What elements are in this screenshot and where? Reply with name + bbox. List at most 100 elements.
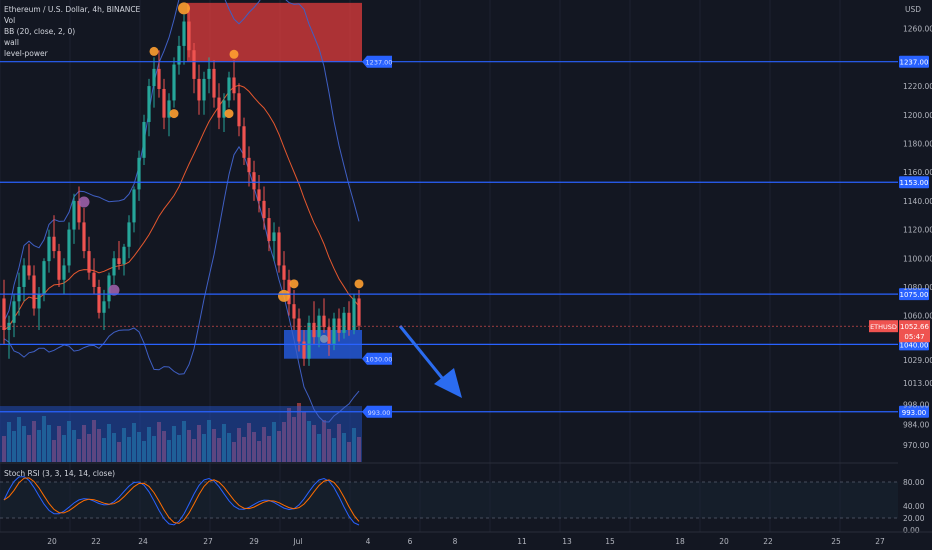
candle	[57, 243, 61, 287]
candle	[277, 226, 281, 273]
volume-bar	[37, 430, 41, 462]
candle-body	[327, 327, 331, 345]
candle	[307, 315, 311, 366]
price-axis[interactable]: USD 1260.00 1220.00 1200.00 1180.00 1160.00 11…	[0, 5, 932, 450]
volume-bar	[82, 425, 86, 462]
volume-bar	[292, 417, 296, 462]
candle-body	[322, 315, 326, 328]
candle-body	[237, 93, 241, 127]
rsi-tick: 20.00	[903, 514, 925, 523]
chart-title: Ethereum / U.S. Dollar, 4h, BINANCE	[4, 5, 141, 14]
signal-marker	[108, 284, 120, 296]
candle-body	[282, 265, 286, 280]
indicator-wall[interactable]: wall	[4, 38, 19, 47]
candle-body	[332, 318, 336, 345]
candle-body	[127, 222, 131, 247]
time-tick: 18	[675, 537, 685, 546]
candle	[182, 14, 186, 65]
candle	[207, 57, 211, 94]
arrow-head	[434, 368, 462, 398]
candle-body	[122, 246, 126, 264]
candle-body	[242, 126, 246, 158]
candle	[262, 186, 266, 230]
volume-bar	[242, 437, 246, 462]
markers	[78, 2, 364, 343]
volume-bar	[12, 431, 16, 462]
time-tick: Jul	[292, 537, 302, 546]
candle-body	[287, 279, 291, 305]
candle-body	[172, 64, 176, 101]
time-tick: 29	[249, 537, 259, 546]
volume-bar	[7, 422, 11, 462]
level-lines: 1237.00 1153.00 1075.00 1040.00 993.00 1237.0…	[0, 55, 929, 418]
candle	[232, 60, 236, 101]
candle	[322, 298, 326, 333]
rsi-d-line	[3, 477, 360, 524]
candle	[302, 330, 306, 366]
volume-bar	[337, 424, 341, 462]
volume-bar	[237, 428, 241, 462]
volume-bar	[132, 423, 136, 462]
candle-body	[32, 275, 36, 309]
rsi-k-line	[3, 476, 360, 526]
volume-bar	[287, 408, 291, 462]
indicator-bb[interactable]: BB (20, close, 2, 0)	[4, 27, 76, 36]
candle	[247, 146, 251, 187]
rsi-tick: 40.00	[903, 502, 925, 511]
rsi-legend[interactable]: Stoch RSI (3, 3, 14, 14, close)	[4, 469, 115, 478]
candle	[197, 64, 201, 115]
forecast-arrow	[398, 325, 462, 398]
time-tick: 24	[138, 537, 148, 546]
volume-bar	[97, 429, 101, 462]
bb-basis	[3, 84, 360, 331]
candle	[97, 279, 101, 319]
current-price-label: 1052.66	[900, 323, 929, 331]
signal-marker	[289, 279, 299, 289]
time-tick: 27	[875, 537, 885, 546]
candle	[187, 7, 191, 58]
rsi-band-fill	[0, 482, 898, 518]
indicator-vol[interactable]: Vol	[4, 16, 16, 25]
candle	[112, 251, 116, 285]
candle	[152, 57, 156, 108]
chart-legend: Ethereum / U.S. Dollar, 4h, BINANCE Vol …	[4, 4, 140, 59]
candle	[317, 308, 321, 348]
volume-bar	[32, 421, 36, 462]
level-tag-label: 1237.00	[900, 59, 929, 67]
candle	[177, 35, 181, 75]
candle-body	[37, 294, 41, 309]
candle	[142, 114, 146, 165]
candle-body	[27, 265, 31, 276]
signal-marker	[169, 109, 179, 119]
candle	[32, 265, 36, 316]
candle	[222, 93, 226, 132]
volume-bar	[357, 437, 361, 462]
volume-bar	[152, 436, 156, 462]
candles	[2, 7, 361, 366]
level-tag-label: 1075.00	[900, 291, 929, 299]
price-tick: 1180.00	[903, 139, 932, 148]
volume-bar	[27, 435, 31, 462]
volume-bar	[127, 437, 131, 462]
volume-bar	[297, 403, 301, 462]
countdown-label: 05:47	[904, 333, 924, 341]
price-tick: 1200.00	[903, 111, 932, 120]
volume-bar	[2, 436, 6, 462]
candle	[27, 243, 31, 280]
candle	[132, 186, 136, 233]
candle-body	[337, 318, 341, 333]
candle	[172, 57, 176, 108]
indicator-level-power[interactable]: level-power	[4, 49, 48, 58]
volume-bar	[157, 422, 161, 462]
candle-body	[292, 304, 296, 319]
price-tick: 1080.00	[903, 283, 932, 292]
candle-body	[22, 265, 26, 287]
volume-bar	[312, 425, 316, 462]
candle	[242, 117, 246, 165]
time-axis[interactable]: 20 22 24 27 29 Jul 4 6 8 11 13 15 18 20 22 25 27	[0, 531, 932, 546]
volume-bar	[102, 438, 106, 462]
candle-body	[87, 251, 91, 273]
time-tick: 20	[47, 537, 57, 546]
time-tick: 6	[408, 537, 413, 546]
